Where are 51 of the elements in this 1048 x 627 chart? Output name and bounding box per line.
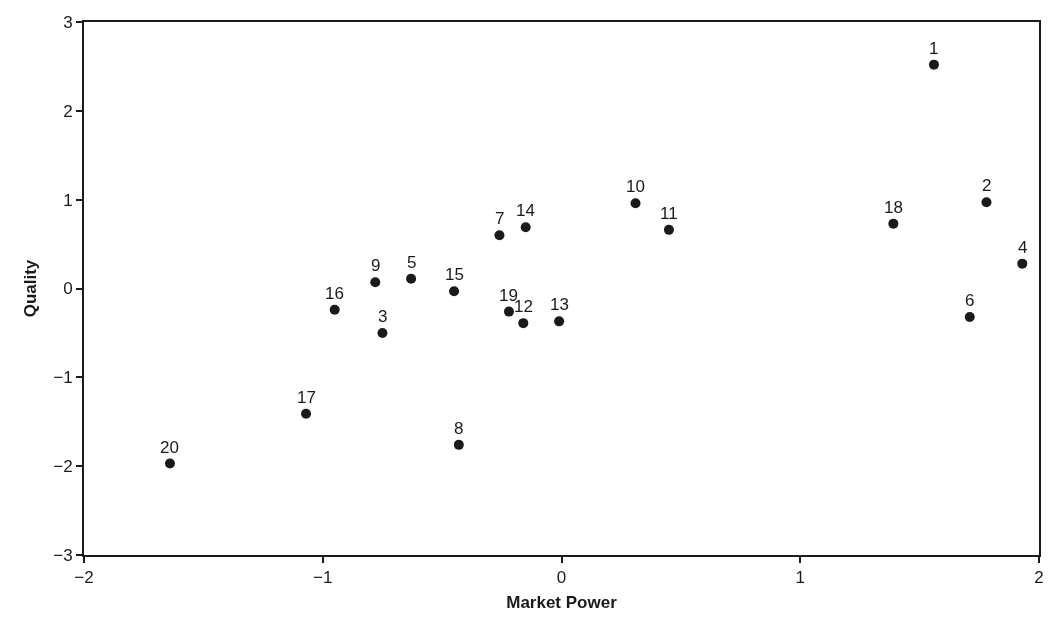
annotation: 13 bbox=[550, 295, 569, 314]
point bbox=[301, 408, 312, 419]
point bbox=[554, 316, 565, 327]
x-axis-title: Market Power bbox=[506, 593, 618, 613]
point bbox=[377, 327, 388, 338]
point bbox=[630, 198, 641, 209]
x-tick-label: 0 bbox=[556, 568, 567, 588]
point bbox=[981, 197, 992, 208]
annotation: 18 bbox=[884, 198, 903, 217]
point bbox=[964, 311, 975, 322]
point bbox=[494, 230, 505, 241]
annotation: 9 bbox=[371, 256, 381, 275]
point bbox=[928, 59, 939, 70]
point bbox=[518, 318, 529, 329]
annotation: 8 bbox=[454, 419, 464, 438]
annotation: 4 bbox=[1018, 238, 1028, 257]
x-tick-label: 2 bbox=[1034, 568, 1044, 588]
annotation: 1 bbox=[929, 39, 939, 58]
annotation: 11 bbox=[660, 204, 678, 223]
point bbox=[503, 306, 514, 317]
annotation: 10 bbox=[626, 177, 645, 196]
y-tick-label: 1 bbox=[63, 190, 73, 210]
point bbox=[453, 439, 464, 450]
point bbox=[164, 458, 175, 469]
annotation: 17 bbox=[297, 388, 316, 407]
annotation: 3 bbox=[378, 307, 388, 326]
annotation: 5 bbox=[407, 253, 417, 272]
annotation: 7 bbox=[495, 209, 505, 228]
annotation: 15 bbox=[445, 265, 464, 284]
point bbox=[520, 222, 531, 233]
y-tick-label: −1 bbox=[53, 368, 73, 388]
annotation: 2 bbox=[982, 176, 992, 195]
y-tick-label: 2 bbox=[63, 101, 73, 121]
y-axis-title: Quality bbox=[21, 259, 41, 318]
y-tick-label: 3 bbox=[63, 12, 73, 32]
annotation: 14 bbox=[516, 201, 535, 220]
point bbox=[1017, 258, 1028, 269]
x-tick-label: 1 bbox=[795, 568, 805, 588]
point bbox=[406, 273, 417, 284]
annotation: 20 bbox=[160, 438, 179, 457]
point bbox=[663, 224, 674, 235]
point bbox=[329, 304, 340, 315]
point bbox=[888, 218, 899, 229]
y-tick-label: 0 bbox=[63, 279, 73, 299]
point bbox=[370, 277, 381, 288]
annotation: 16 bbox=[325, 284, 344, 303]
y-tick-label: −2 bbox=[53, 457, 73, 477]
x-tick-label: −1 bbox=[313, 568, 333, 588]
annotation: 6 bbox=[965, 291, 975, 310]
point bbox=[449, 286, 460, 297]
y-tick-label: −3 bbox=[53, 545, 73, 565]
